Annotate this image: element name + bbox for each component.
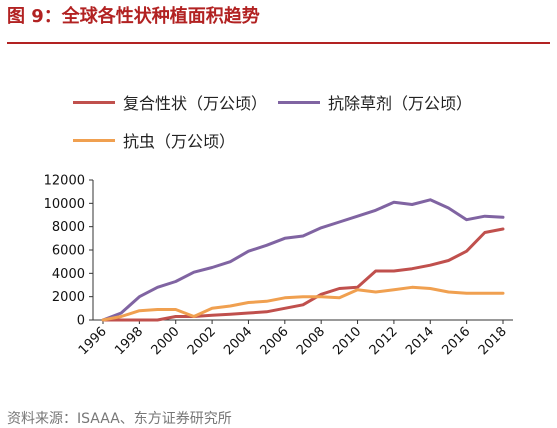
x-tick-label: 2002 <box>185 324 219 358</box>
y-tick-label: 10000 <box>44 197 85 212</box>
chart-title: 图 9：全球各性状种植面积趋势 <box>7 6 260 27</box>
x-tick-label: 2012 <box>367 324 401 358</box>
x-tick-label: 2000 <box>149 324 183 358</box>
legend-label-herbicide: 抗除草剂（万公顷） <box>328 94 473 113</box>
series-line-herbicide <box>101 198 505 322</box>
x-tick-label: 2018 <box>476 324 510 358</box>
y-tick-label: 6000 <box>52 244 85 259</box>
x-tick-label: 1996 <box>76 324 110 358</box>
x-tick-label: 1998 <box>112 324 146 358</box>
legend-swatch-combined <box>73 100 115 104</box>
x-tick-label: 2014 <box>403 324 437 358</box>
y-tick-label: 12000 <box>44 174 85 189</box>
x-tick-label: 2010 <box>330 324 364 358</box>
legend-label-insect: 抗虫（万公顷） <box>123 132 236 151</box>
series-line-combined <box>101 227 505 322</box>
x-tick-label: 2016 <box>439 324 473 358</box>
y-tick-label: 8000 <box>52 220 85 235</box>
legend-item-combined: 复合性状（万公顷） <box>73 90 267 114</box>
legend-item-insect: 抗虫（万公顷） <box>73 128 235 152</box>
series-line-insect <box>101 285 505 322</box>
x-tick-label: 2006 <box>258 324 292 358</box>
title-divider <box>7 42 550 44</box>
y-tick-label: 0 <box>77 314 85 329</box>
x-tick-label: 2004 <box>221 324 255 358</box>
y-tick-label: 2000 <box>52 290 85 305</box>
legend-swatch-insect <box>73 138 115 142</box>
legend-swatch-herbicide <box>278 100 320 104</box>
legend-item-herbicide: 抗除草剂（万公顷） <box>278 90 472 114</box>
source-note: 资料来源：ISAAA、东方证券研究所 <box>7 411 232 427</box>
x-tick-label: 2008 <box>294 324 328 358</box>
y-tick-label: 4000 <box>52 267 85 282</box>
legend-label-combined: 复合性状（万公顷） <box>123 94 268 113</box>
